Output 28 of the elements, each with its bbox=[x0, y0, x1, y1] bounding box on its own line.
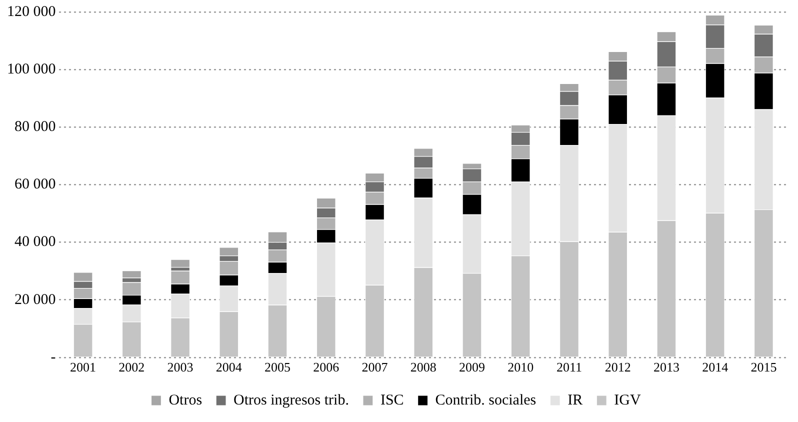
x-tick-label: 2014 bbox=[702, 360, 729, 375]
y-tick-label: - bbox=[50, 349, 56, 366]
legend-label: Contrib. sociales bbox=[435, 392, 536, 408]
x-tick-label: 2006 bbox=[313, 360, 340, 375]
x-tick-label: 2008 bbox=[410, 360, 436, 375]
y-tick-label: 40 000 bbox=[14, 234, 56, 250]
x-tick-label: 2004 bbox=[216, 360, 242, 375]
x-tick-label: 2005 bbox=[264, 360, 291, 375]
x-tick-label: 2001 bbox=[70, 360, 96, 375]
y-tick-label: 80 000 bbox=[14, 119, 56, 136]
x-tick-label: 2011 bbox=[556, 360, 582, 375]
x-tick-label: 2007 bbox=[362, 360, 388, 375]
legend-label: IR bbox=[568, 392, 583, 408]
y-tick-label: 100 000 bbox=[7, 62, 56, 78]
x-tick-label: 2003 bbox=[167, 360, 194, 375]
x-tick-label: 2015 bbox=[750, 360, 777, 375]
x-tick-label: 2002 bbox=[118, 360, 145, 375]
legend-label: IGV bbox=[614, 392, 641, 408]
x-tick-label: 2013 bbox=[653, 360, 680, 375]
x-tick-label: 2010 bbox=[508, 360, 534, 375]
legend-label: ISC bbox=[380, 392, 404, 408]
legend-label: Otros bbox=[168, 392, 202, 408]
y-tick-label: 60 000 bbox=[14, 176, 56, 193]
x-tick-label: 2012 bbox=[604, 360, 631, 375]
y-tick-label: 120 000 bbox=[7, 4, 56, 20]
x-tick-label: 2009 bbox=[458, 360, 485, 375]
y-tick-label: 20 000 bbox=[14, 292, 56, 308]
legend-label: Otros ingresos trib. bbox=[234, 392, 349, 408]
